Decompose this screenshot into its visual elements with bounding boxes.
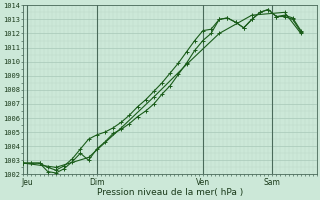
X-axis label: Pression niveau de la mer( hPa ): Pression niveau de la mer( hPa )	[97, 188, 244, 197]
